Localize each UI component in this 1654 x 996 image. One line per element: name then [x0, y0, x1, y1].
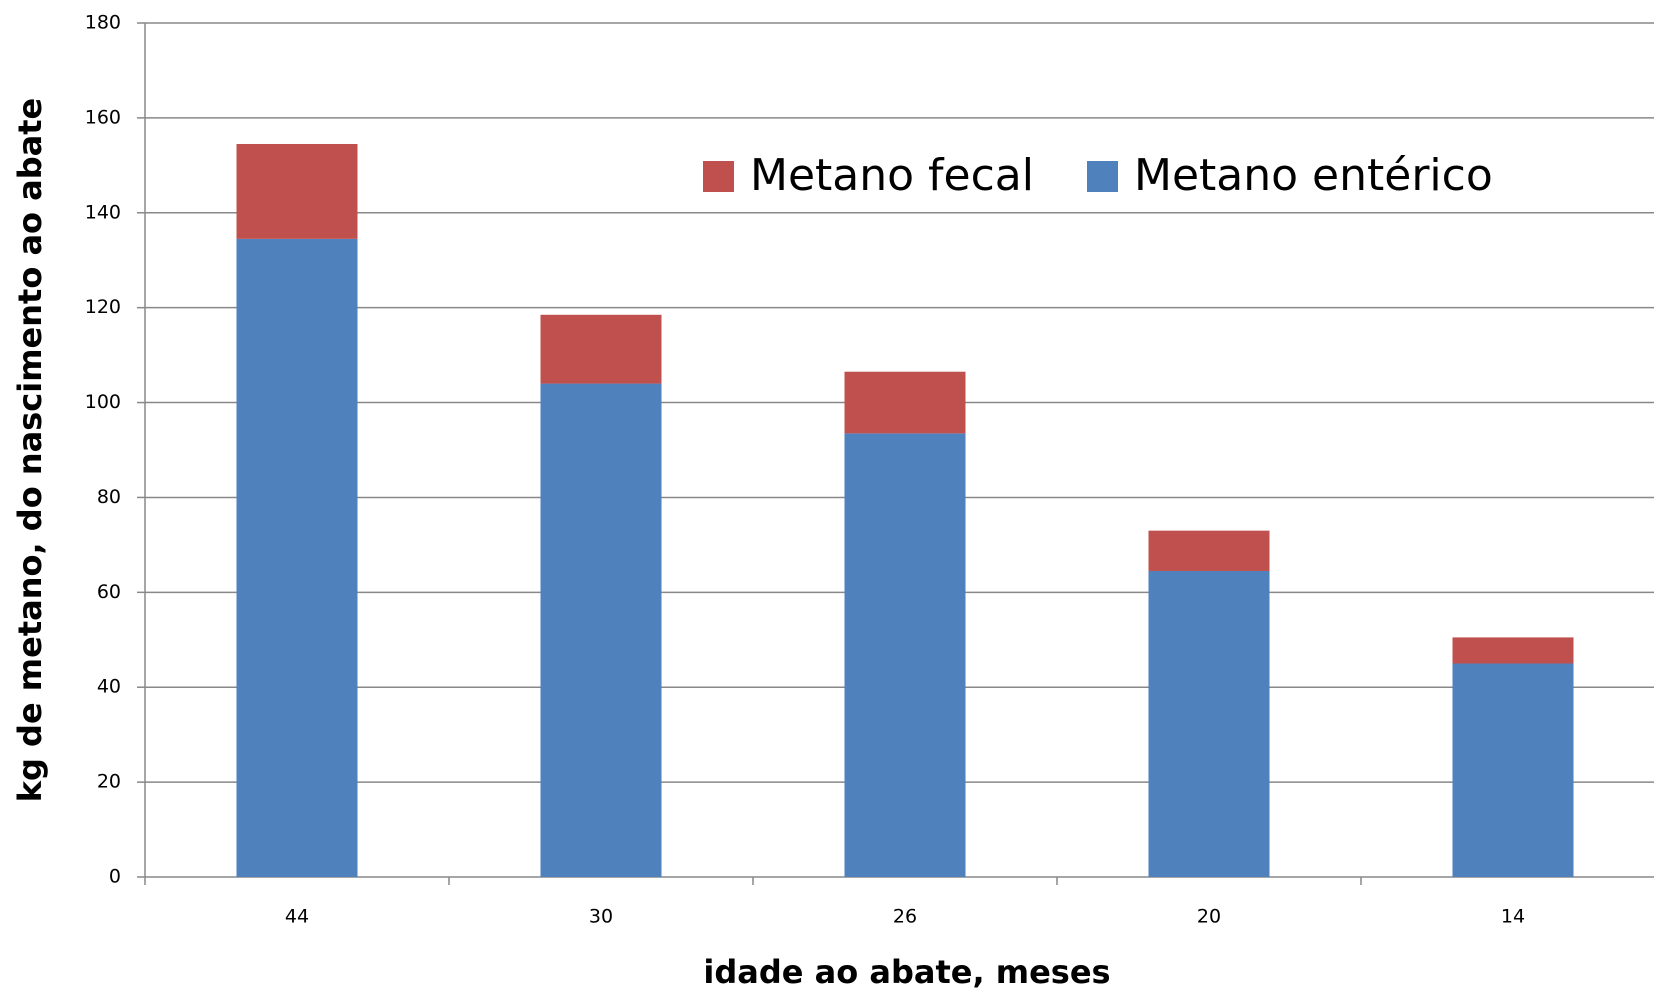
bar-segment — [540, 383, 662, 877]
x-axis-title: idade ao abate, meses — [703, 953, 1110, 991]
legend-swatch — [703, 161, 734, 192]
y-tick-label: 100 — [85, 391, 121, 413]
y-tick-label: 20 — [97, 771, 121, 793]
y-tick-label: 80 — [97, 486, 121, 508]
x-tick-label: 20 — [1197, 906, 1221, 928]
x-tick-label: 26 — [893, 906, 917, 928]
y-tick-label: 0 — [109, 866, 121, 888]
bar-segment — [1148, 530, 1270, 571]
legend-swatch — [1087, 161, 1118, 192]
legend-label: Metano entérico — [1134, 150, 1493, 201]
y-tick-label: 40 — [97, 676, 121, 698]
y-tick-label: 160 — [85, 106, 121, 128]
bar-segment — [1452, 637, 1574, 664]
bar-segment — [1452, 663, 1574, 877]
bar-segment — [1148, 570, 1270, 877]
bar-segment — [236, 238, 358, 878]
bar-segment — [844, 433, 966, 877]
y-axis-title: kg de metano, do nascimento ao abate — [11, 98, 49, 803]
bar-segment — [844, 371, 966, 434]
y-tick-label: 140 — [85, 201, 121, 223]
y-tick-label: 120 — [85, 296, 121, 318]
y-tick-label: 180 — [85, 12, 121, 34]
y-tick-label: 60 — [97, 581, 121, 603]
legend-label: Metano fecal — [750, 150, 1034, 201]
x-tick-label: 30 — [589, 906, 613, 928]
x-tick-label: 14 — [1501, 906, 1525, 928]
bar-segment — [540, 314, 662, 384]
bar-segment — [236, 143, 358, 239]
x-tick-label: 44 — [285, 906, 309, 928]
